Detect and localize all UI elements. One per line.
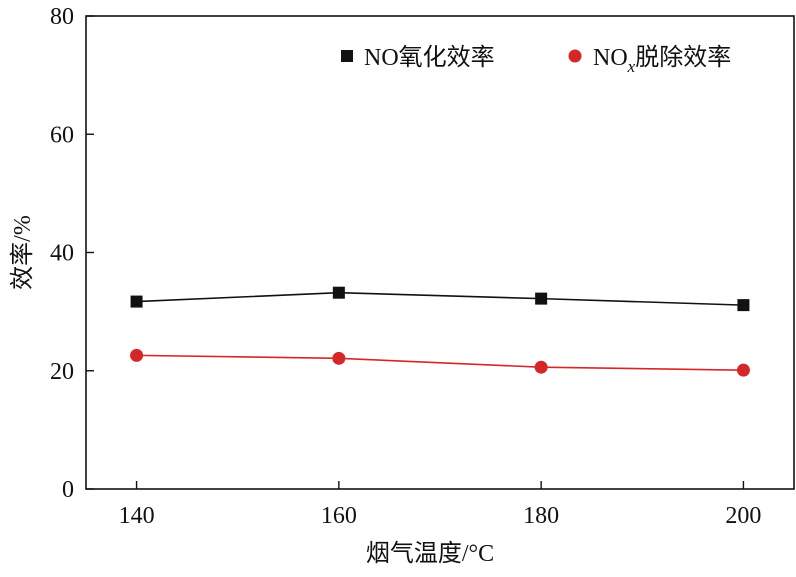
legend-label-nox-subscript: x <box>627 57 636 76</box>
data-point-square <box>332 286 345 299</box>
series-layer <box>130 286 750 377</box>
legend-label-nox-removal: NOx脱除效率 <box>593 44 731 76</box>
y-tick-label: 80 <box>50 4 74 30</box>
data-point-circle <box>736 363 750 377</box>
y-tick-label: 60 <box>50 122 74 148</box>
y-tick-label: 0 <box>62 477 74 503</box>
plot-frame <box>85 15 795 490</box>
data-point-square <box>737 299 750 312</box>
y-tick-label: 40 <box>50 241 74 267</box>
data-point-circle <box>332 351 346 365</box>
legend-label-nox-rest: 脱除效率 <box>635 44 731 71</box>
x-tick-label: 140 <box>119 503 155 529</box>
legend-label-no-oxidation: NO氧化效率 <box>364 44 495 71</box>
legend: NO氧化效率 NOx脱除效率 <box>341 44 731 76</box>
x-tick-label: 180 <box>523 503 559 529</box>
legend-marker-no-oxidation <box>341 50 353 62</box>
y-axis-title: 效率/% <box>9 215 36 290</box>
data-point-square <box>535 292 548 305</box>
data-point-square <box>130 295 143 308</box>
x-tick-label: 160 <box>321 503 357 529</box>
series-line-0 <box>136 291 744 306</box>
data-point-circle <box>534 360 548 374</box>
x-tick-label: 200 <box>725 503 761 529</box>
x-axis-title: 烟气温度/°C <box>366 540 494 567</box>
series-line-1 <box>136 354 744 371</box>
legend-marker-nox-removal <box>568 49 582 63</box>
axes: 140 160 180 200 0 20 40 60 80 <box>50 4 795 529</box>
legend-label-nox-base: NO <box>593 45 628 71</box>
data-point-circle <box>130 348 144 362</box>
y-tick-label: 20 <box>50 359 74 385</box>
